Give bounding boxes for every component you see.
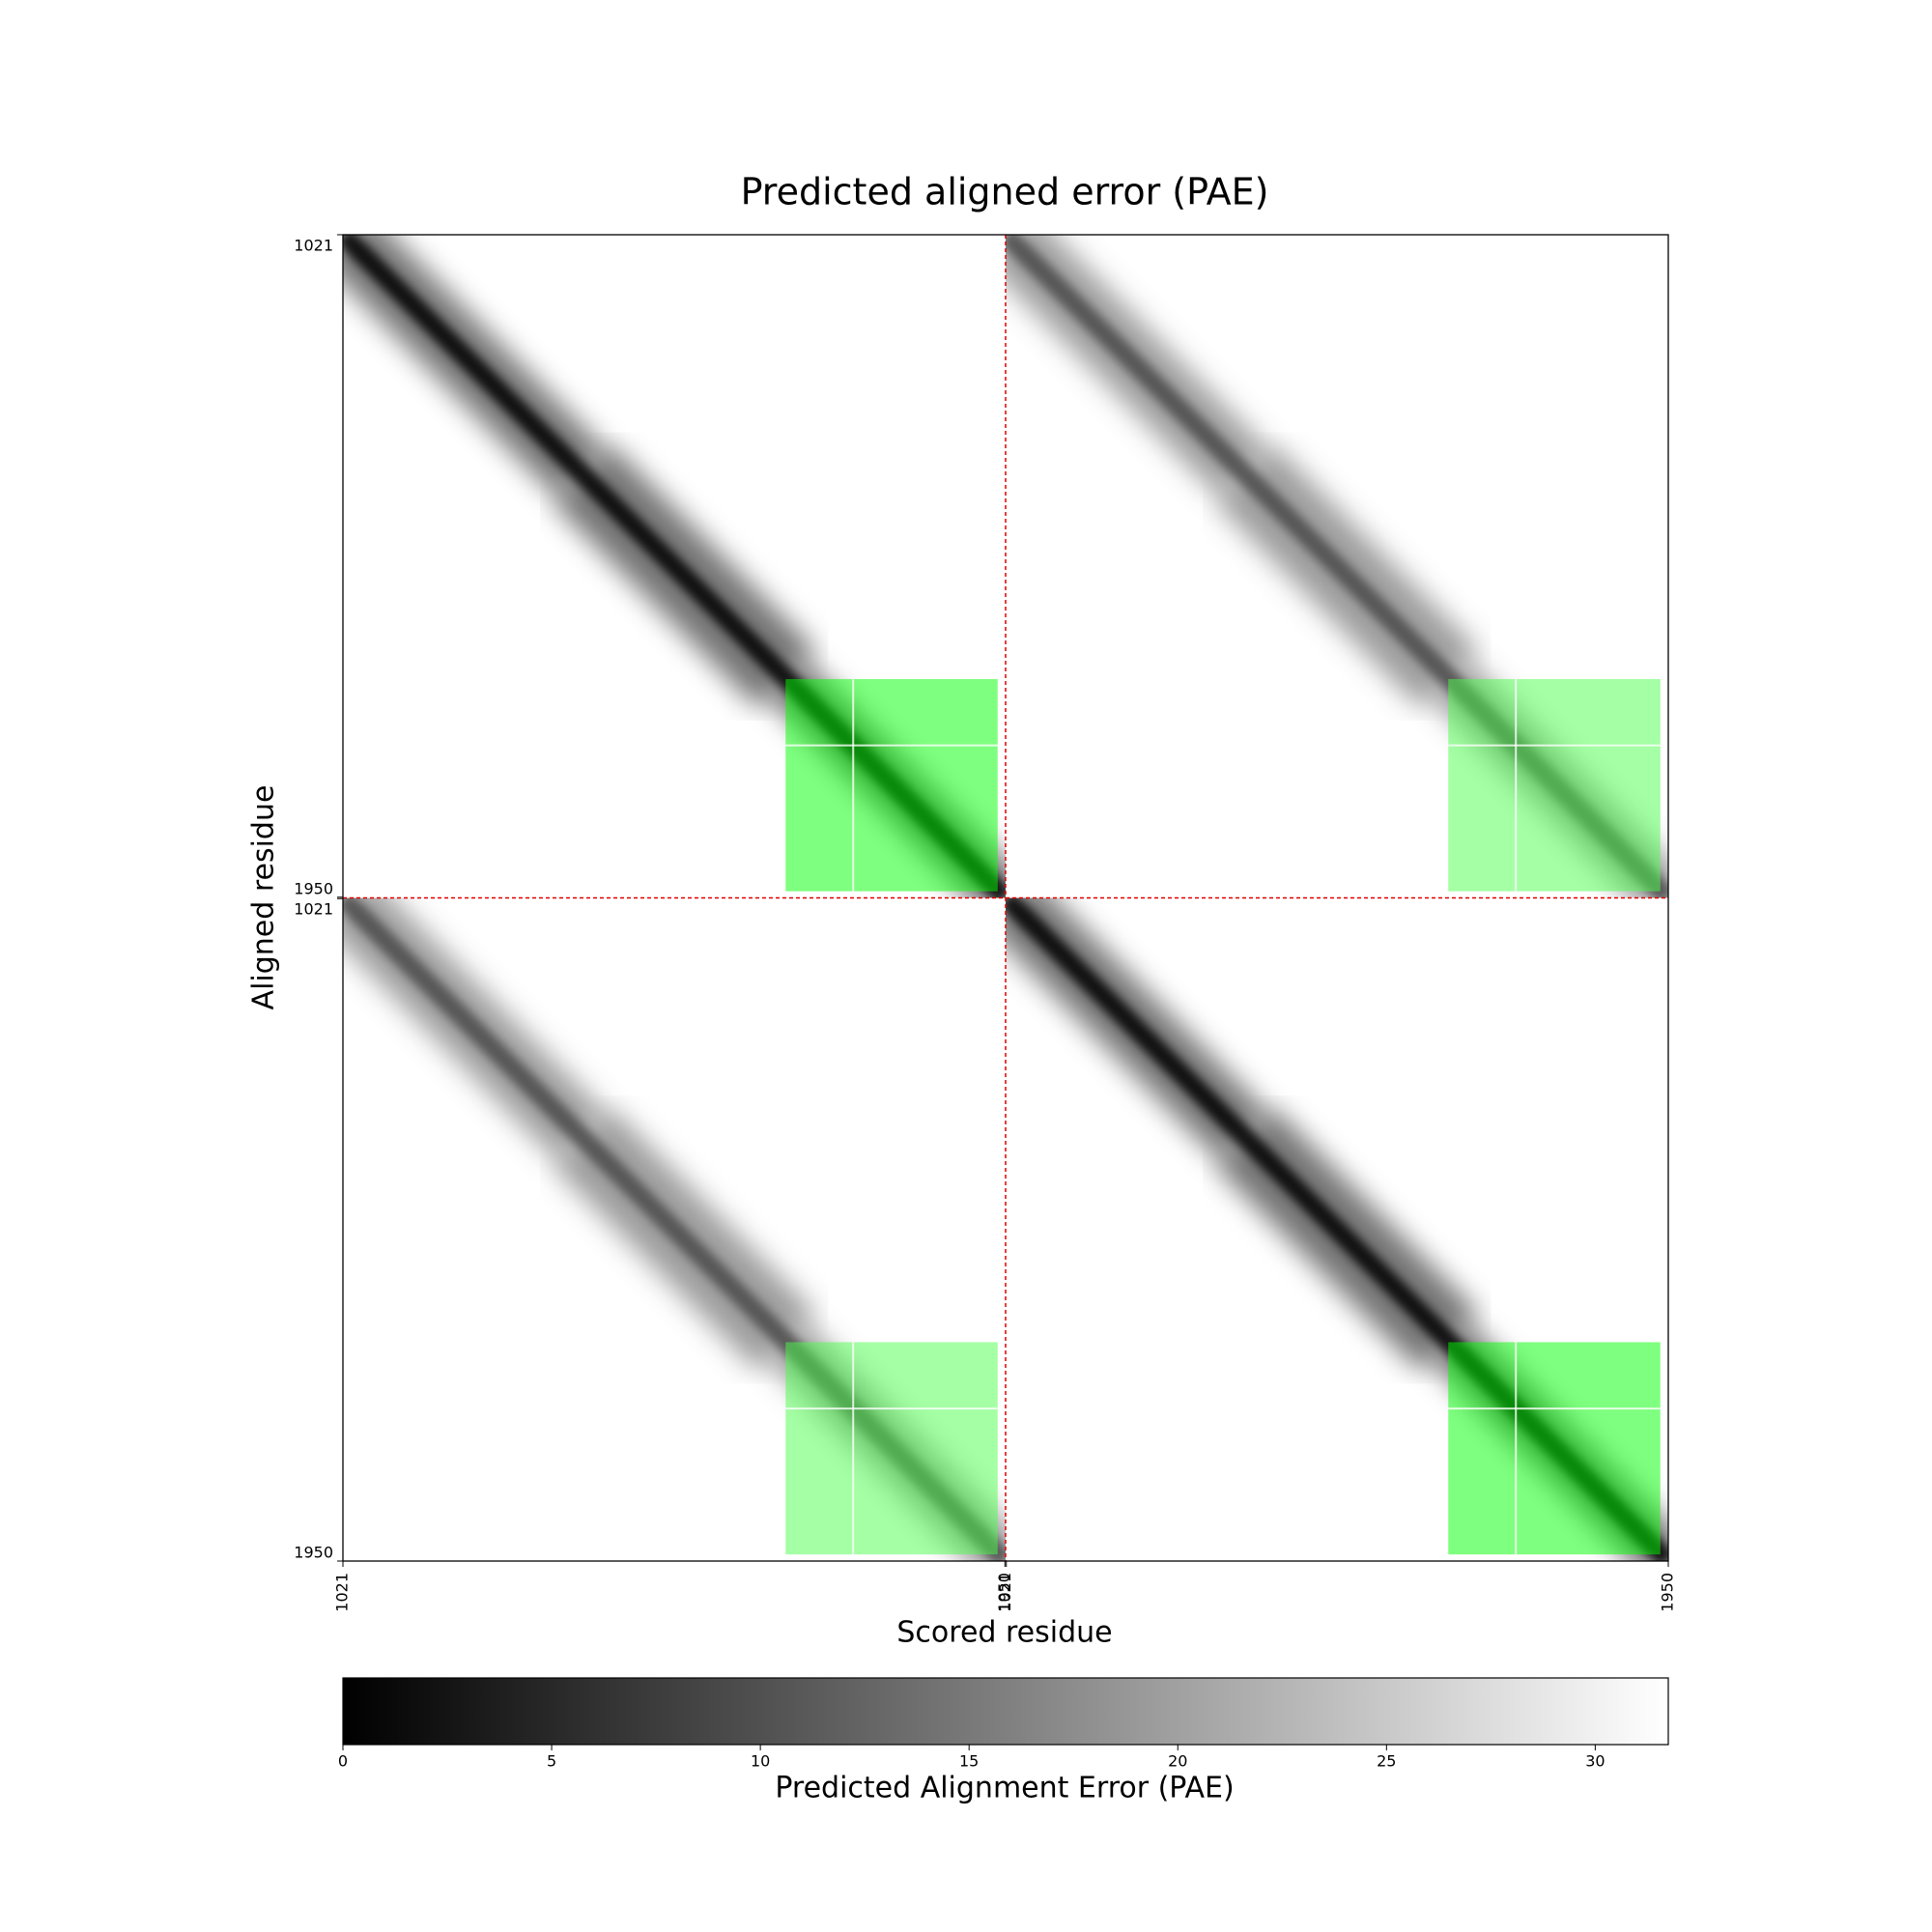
heatmap-quadrant [343,235,1006,898]
x-tick-label: 1021 [996,1573,1014,1612]
y-tick-label: 1021 [294,237,333,255]
diagonal-core [1006,235,1668,898]
heatmap-quadrant [343,897,1006,1561]
y-tick-label: 1950 [294,879,333,897]
colorbar-tick-label: 20 [1168,1752,1187,1771]
x-tick-label: 1950 [1659,1573,1677,1612]
highlight-region [785,1342,998,1555]
y-tick-label: 1021 [294,900,333,919]
colorbar-label: Predicted Alignment Error (PAE) [775,1772,1234,1805]
y-axis-label: Aligned residue [247,785,281,1010]
highlight-region [1448,1342,1661,1555]
highlight-region [1448,678,1661,892]
heatmap-quadrant [1006,235,1668,898]
colorbar-tick-label: 0 [338,1752,348,1771]
x-tick-label: 1021 [333,1573,352,1612]
colorbar-tick-label: 25 [1377,1752,1396,1771]
colorbar-tick-label: 10 [751,1752,770,1771]
chart-title: Predicted aligned error (PAE) [741,171,1269,213]
highlight-region [785,678,998,892]
plot-frame [342,234,1669,1562]
x-axis-label: Scored residue [896,1616,1112,1650]
x-tick-label: 1950 [995,1573,1013,1612]
colorbar-tick-label: 15 [959,1752,979,1771]
heatmap-quadrant [1006,897,1668,1561]
colorbar-tick-label: 30 [1585,1752,1605,1771]
colorbar [342,1677,1669,1746]
colorbar-tick-label: 5 [547,1752,556,1771]
y-tick-label: 1950 [294,1544,333,1562]
diagonal-core [343,897,1006,1561]
